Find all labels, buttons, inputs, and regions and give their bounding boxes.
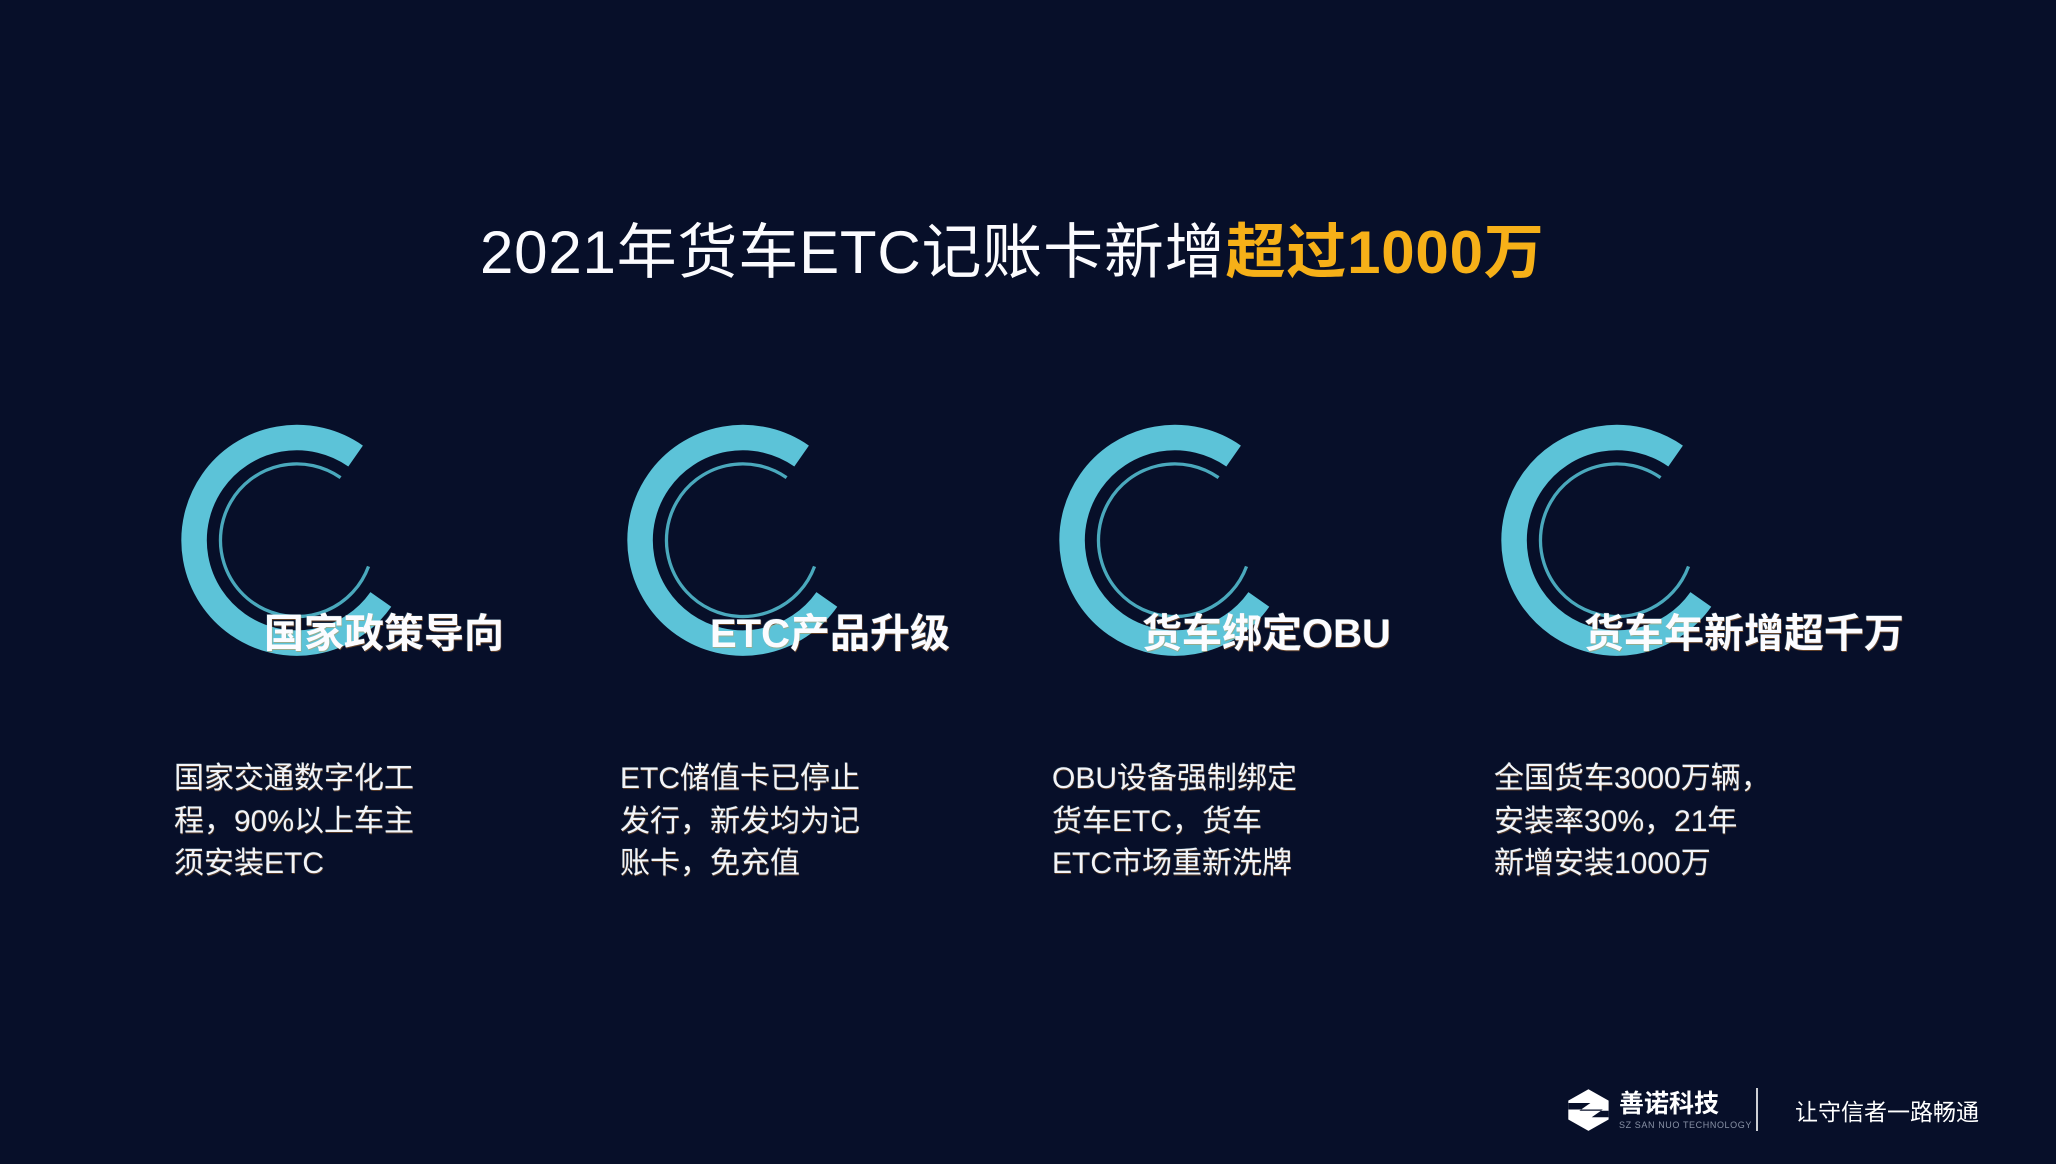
svg-text:善诺科技: 善诺科技 [1619,1090,1719,1118]
svg-text:SZ SAN NUO TECHNOLOGY: SZ SAN NUO TECHNOLOGY [1619,1120,1752,1130]
svg-text:让守信者一路畅通: 让守信者一路畅通 [1795,1099,1979,1125]
